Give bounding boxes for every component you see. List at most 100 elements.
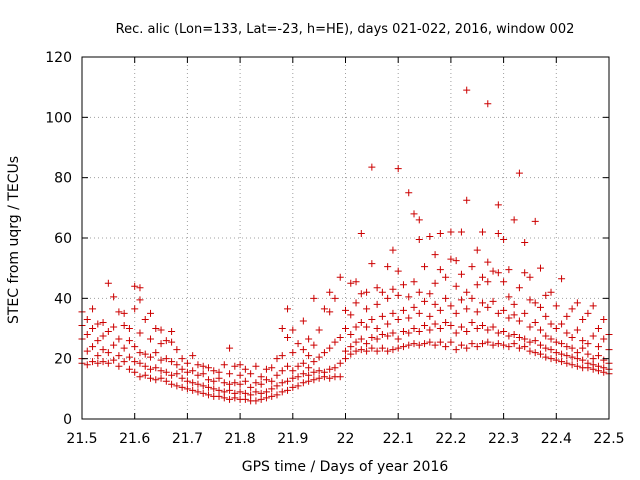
data-point [384, 347, 392, 355]
data-point [110, 293, 118, 301]
data-point [99, 358, 107, 366]
x-tick-label: 22.4 [541, 431, 572, 447]
data-point [262, 394, 270, 402]
data-point [536, 326, 544, 334]
data-point [415, 236, 423, 244]
data-point [568, 361, 576, 369]
data-point [468, 294, 476, 302]
data-point [94, 352, 102, 360]
data-point [442, 318, 450, 326]
data-point [178, 374, 186, 382]
data-point [479, 299, 487, 307]
data-point [220, 361, 228, 369]
x-tick-label: 22.3 [488, 431, 519, 447]
data-point [347, 311, 355, 319]
data-point [410, 278, 418, 286]
data-point [394, 344, 402, 352]
data-point [168, 380, 176, 388]
data-point [357, 335, 365, 343]
data-point [104, 359, 112, 367]
data-point [289, 374, 297, 382]
data-point [373, 347, 381, 355]
data-point [384, 332, 392, 340]
data-point [199, 362, 207, 370]
data-point [326, 288, 334, 296]
data-point [210, 385, 218, 393]
data-point [268, 364, 276, 372]
y-tick-label: 100 [45, 110, 72, 126]
data-point [299, 359, 307, 367]
data-point [600, 315, 608, 323]
data-point [131, 305, 139, 313]
data-point [479, 273, 487, 281]
data-point [536, 264, 544, 272]
data-point [457, 296, 465, 304]
data-point [405, 293, 413, 301]
data-point [152, 376, 160, 384]
data-point [405, 314, 413, 322]
data-point [352, 299, 360, 307]
data-point [542, 312, 550, 320]
data-point [125, 337, 133, 345]
data-point [442, 343, 450, 351]
data-point [199, 370, 207, 378]
data-point [568, 334, 576, 342]
data-point [536, 341, 544, 349]
data-point [473, 281, 481, 289]
data-point [131, 282, 139, 290]
data-point [147, 335, 155, 343]
data-point [500, 341, 508, 349]
data-point [194, 371, 202, 379]
data-point [357, 290, 365, 298]
data-point [573, 355, 581, 363]
data-point [204, 364, 212, 372]
data-point [347, 350, 355, 358]
data-point [310, 368, 318, 376]
data-point [515, 284, 523, 292]
data-point [289, 326, 297, 334]
data-point [368, 163, 376, 171]
data-point [542, 332, 550, 340]
data-point [563, 329, 571, 337]
data-point [336, 373, 344, 381]
data-point [210, 367, 218, 375]
data-point [463, 288, 471, 296]
data-point [236, 380, 244, 388]
data-point [215, 368, 223, 376]
data-point [563, 343, 571, 351]
data-point [531, 217, 539, 225]
data-point [278, 367, 286, 375]
data-point [157, 326, 165, 334]
data-point [505, 332, 513, 340]
data-point [479, 228, 487, 236]
data-point [141, 350, 149, 358]
data-point [252, 362, 260, 370]
data-point [357, 318, 365, 326]
data-point [421, 321, 429, 329]
data-point [463, 305, 471, 313]
data-point [94, 320, 102, 328]
y-tick-labels: 0 20 40 60 80 100 120 [45, 50, 72, 428]
data-point [494, 229, 502, 237]
data-point [305, 377, 313, 385]
data-point [194, 388, 202, 396]
data-point [452, 329, 460, 337]
data-point [531, 349, 539, 357]
data-point [315, 374, 323, 382]
data-point [378, 331, 386, 339]
data-point [484, 100, 492, 108]
data-point [247, 391, 255, 399]
data-point [421, 340, 429, 348]
data-point [257, 395, 265, 403]
data-point [183, 359, 191, 367]
data-point [320, 349, 328, 357]
data-point [247, 383, 255, 391]
data-point [110, 323, 118, 331]
data-point [147, 365, 155, 373]
data-point [326, 374, 334, 382]
data-point [431, 279, 439, 287]
data-point [594, 362, 602, 370]
data-point [415, 341, 423, 349]
data-point [241, 395, 249, 403]
data-point [305, 364, 313, 372]
